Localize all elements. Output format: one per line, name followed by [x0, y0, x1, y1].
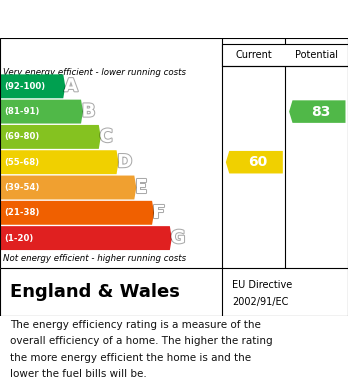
- Text: lower the fuel bills will be.: lower the fuel bills will be.: [10, 369, 147, 379]
- Text: G: G: [171, 229, 185, 247]
- Text: Potential: Potential: [295, 50, 338, 60]
- Text: overall efficiency of a home. The higher the rating: overall efficiency of a home. The higher…: [10, 336, 273, 346]
- Text: Energy Efficiency Rating: Energy Efficiency Rating: [10, 10, 258, 28]
- Text: (1-20): (1-20): [4, 233, 33, 242]
- Text: The energy efficiency rating is a measure of the: The energy efficiency rating is a measur…: [10, 320, 261, 330]
- Text: 60: 60: [248, 155, 267, 169]
- Polygon shape: [0, 201, 154, 225]
- Text: Current: Current: [235, 50, 272, 60]
- Text: D: D: [117, 153, 132, 171]
- Polygon shape: [0, 226, 172, 250]
- Text: E: E: [135, 179, 147, 197]
- Polygon shape: [0, 74, 65, 98]
- Polygon shape: [0, 176, 136, 199]
- Bar: [222, 44, 348, 66]
- Text: EU Directive: EU Directive: [232, 280, 293, 290]
- Polygon shape: [289, 100, 346, 123]
- Text: (55-68): (55-68): [4, 158, 39, 167]
- Text: 83: 83: [311, 105, 331, 118]
- Polygon shape: [0, 100, 83, 124]
- Polygon shape: [0, 150, 119, 174]
- Text: (39-54): (39-54): [4, 183, 40, 192]
- Text: (21-38): (21-38): [4, 208, 40, 217]
- Text: England & Wales: England & Wales: [10, 283, 180, 301]
- Text: C: C: [100, 128, 113, 146]
- Polygon shape: [226, 151, 283, 174]
- Text: (69-80): (69-80): [4, 133, 39, 142]
- Text: (81-91): (81-91): [4, 107, 40, 116]
- Text: Very energy efficient - lower running costs: Very energy efficient - lower running co…: [3, 68, 187, 77]
- Text: the more energy efficient the home is and the: the more energy efficient the home is an…: [10, 353, 252, 363]
- Text: F: F: [153, 204, 165, 222]
- Text: B: B: [82, 102, 95, 120]
- Text: 2002/91/EC: 2002/91/EC: [232, 297, 289, 307]
- Polygon shape: [0, 125, 101, 149]
- Text: Not energy efficient - higher running costs: Not energy efficient - higher running co…: [3, 254, 187, 263]
- Text: (92-100): (92-100): [4, 82, 45, 91]
- Text: A: A: [64, 77, 78, 95]
